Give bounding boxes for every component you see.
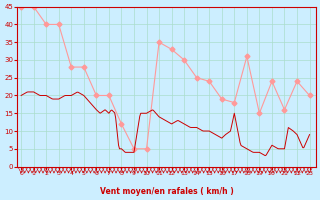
X-axis label: Vent moyen/en rafales ( km/h ): Vent moyen/en rafales ( km/h ) <box>100 187 234 196</box>
